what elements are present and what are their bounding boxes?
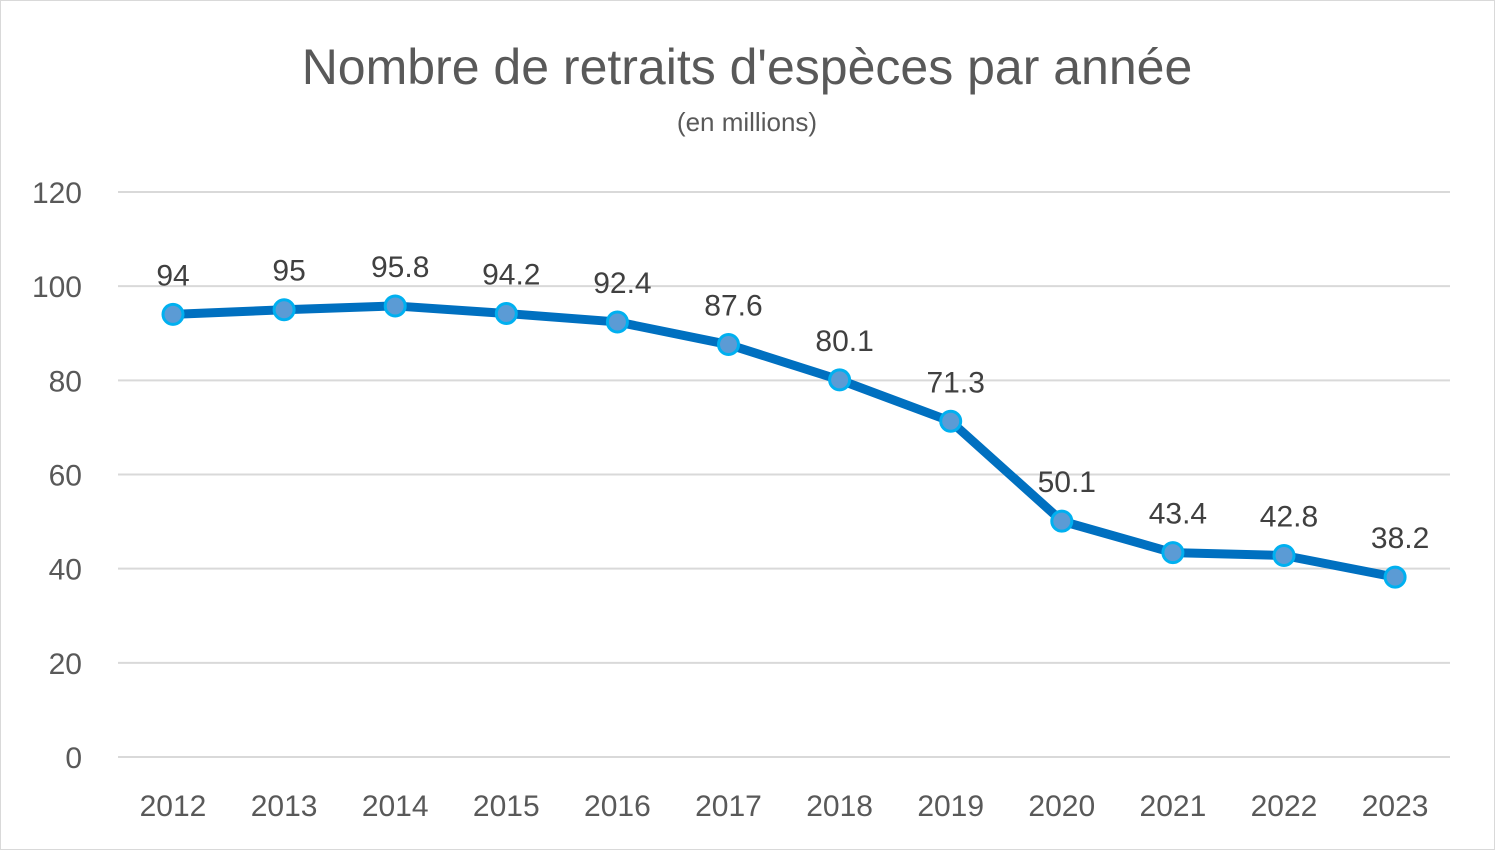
data-point-2022 (1272, 543, 1296, 567)
x-tick-label-2012: 2012 (140, 790, 207, 823)
chart-subtitle: (en millions) (677, 107, 817, 137)
y-tick-label-100: 100 (32, 271, 82, 304)
y-tick-label-40: 40 (49, 554, 82, 587)
x-tick-label-2019: 2019 (917, 790, 984, 823)
x-tick-label-2018: 2018 (806, 790, 873, 823)
x-tick-label-2014: 2014 (362, 790, 429, 823)
data-label-2022: 42.8 (1260, 500, 1318, 533)
data-point-2014 (383, 294, 407, 318)
data-point-2023 (1383, 565, 1407, 589)
data-label-2023: 38.2 (1371, 522, 1429, 555)
data-point-2019 (939, 409, 963, 433)
data-point-2012 (161, 302, 185, 326)
y-tick-label-120: 120 (32, 177, 82, 210)
data-label-2016: 92.4 (593, 267, 651, 300)
data-label-2020: 50.1 (1038, 466, 1096, 499)
series-line-layer (168, 301, 1400, 582)
x-tick-label-2017: 2017 (695, 790, 762, 823)
x-tick-label-2022: 2022 (1251, 790, 1318, 823)
data-point-2018 (828, 368, 852, 392)
gridlines (118, 191, 1450, 758)
y-tick-label-20: 20 (49, 648, 82, 681)
data-point-2021 (1161, 541, 1185, 565)
series-line (168, 301, 1400, 582)
x-tick-label-2023: 2023 (1362, 790, 1429, 823)
x-tick-label-2013: 2013 (251, 790, 318, 823)
data-label-2019: 71.3 (927, 366, 985, 399)
markers (161, 294, 1407, 589)
data-label-2012: 94 (156, 259, 189, 292)
data-label-2018: 80.1 (815, 325, 873, 358)
data-point-2015 (494, 301, 518, 325)
data-point-2016 (605, 310, 629, 334)
data-label-2015: 94.2 (482, 258, 540, 291)
data-point-2013 (272, 298, 296, 322)
data-point-2020 (1050, 509, 1074, 533)
data-point-2017 (717, 333, 740, 357)
data-label-2013: 95 (272, 255, 305, 288)
data-labels: 94 95 95.8 94.2 92.4 87.6 80.1 71.3 50.1 43.4 42.8… (156, 251, 1429, 555)
chart-title: Nombre de retraits d'espèces par année (302, 39, 1193, 95)
x-tick-label-2020: 2020 (1028, 790, 1095, 823)
y-tick-label-60: 60 (49, 460, 82, 493)
y-axis-ticks: 0 20 40 60 80 100 120 (32, 177, 82, 775)
x-tick-label-2016: 2016 (584, 790, 651, 823)
data-label-2017: 87.6 (704, 290, 762, 323)
x-axis-ticks: 2012 2013 2014 2015 2016 2017 2018 2019 2020 2021… (140, 790, 1429, 823)
x-tick-label-2015: 2015 (473, 790, 540, 823)
y-tick-label-0: 0 (65, 742, 82, 775)
y-tick-label-80: 80 (49, 365, 82, 398)
x-tick-label-2021: 2021 (1140, 790, 1207, 823)
data-label-2014: 95.8 (371, 251, 429, 284)
data-label-2021: 43.4 (1149, 498, 1207, 531)
